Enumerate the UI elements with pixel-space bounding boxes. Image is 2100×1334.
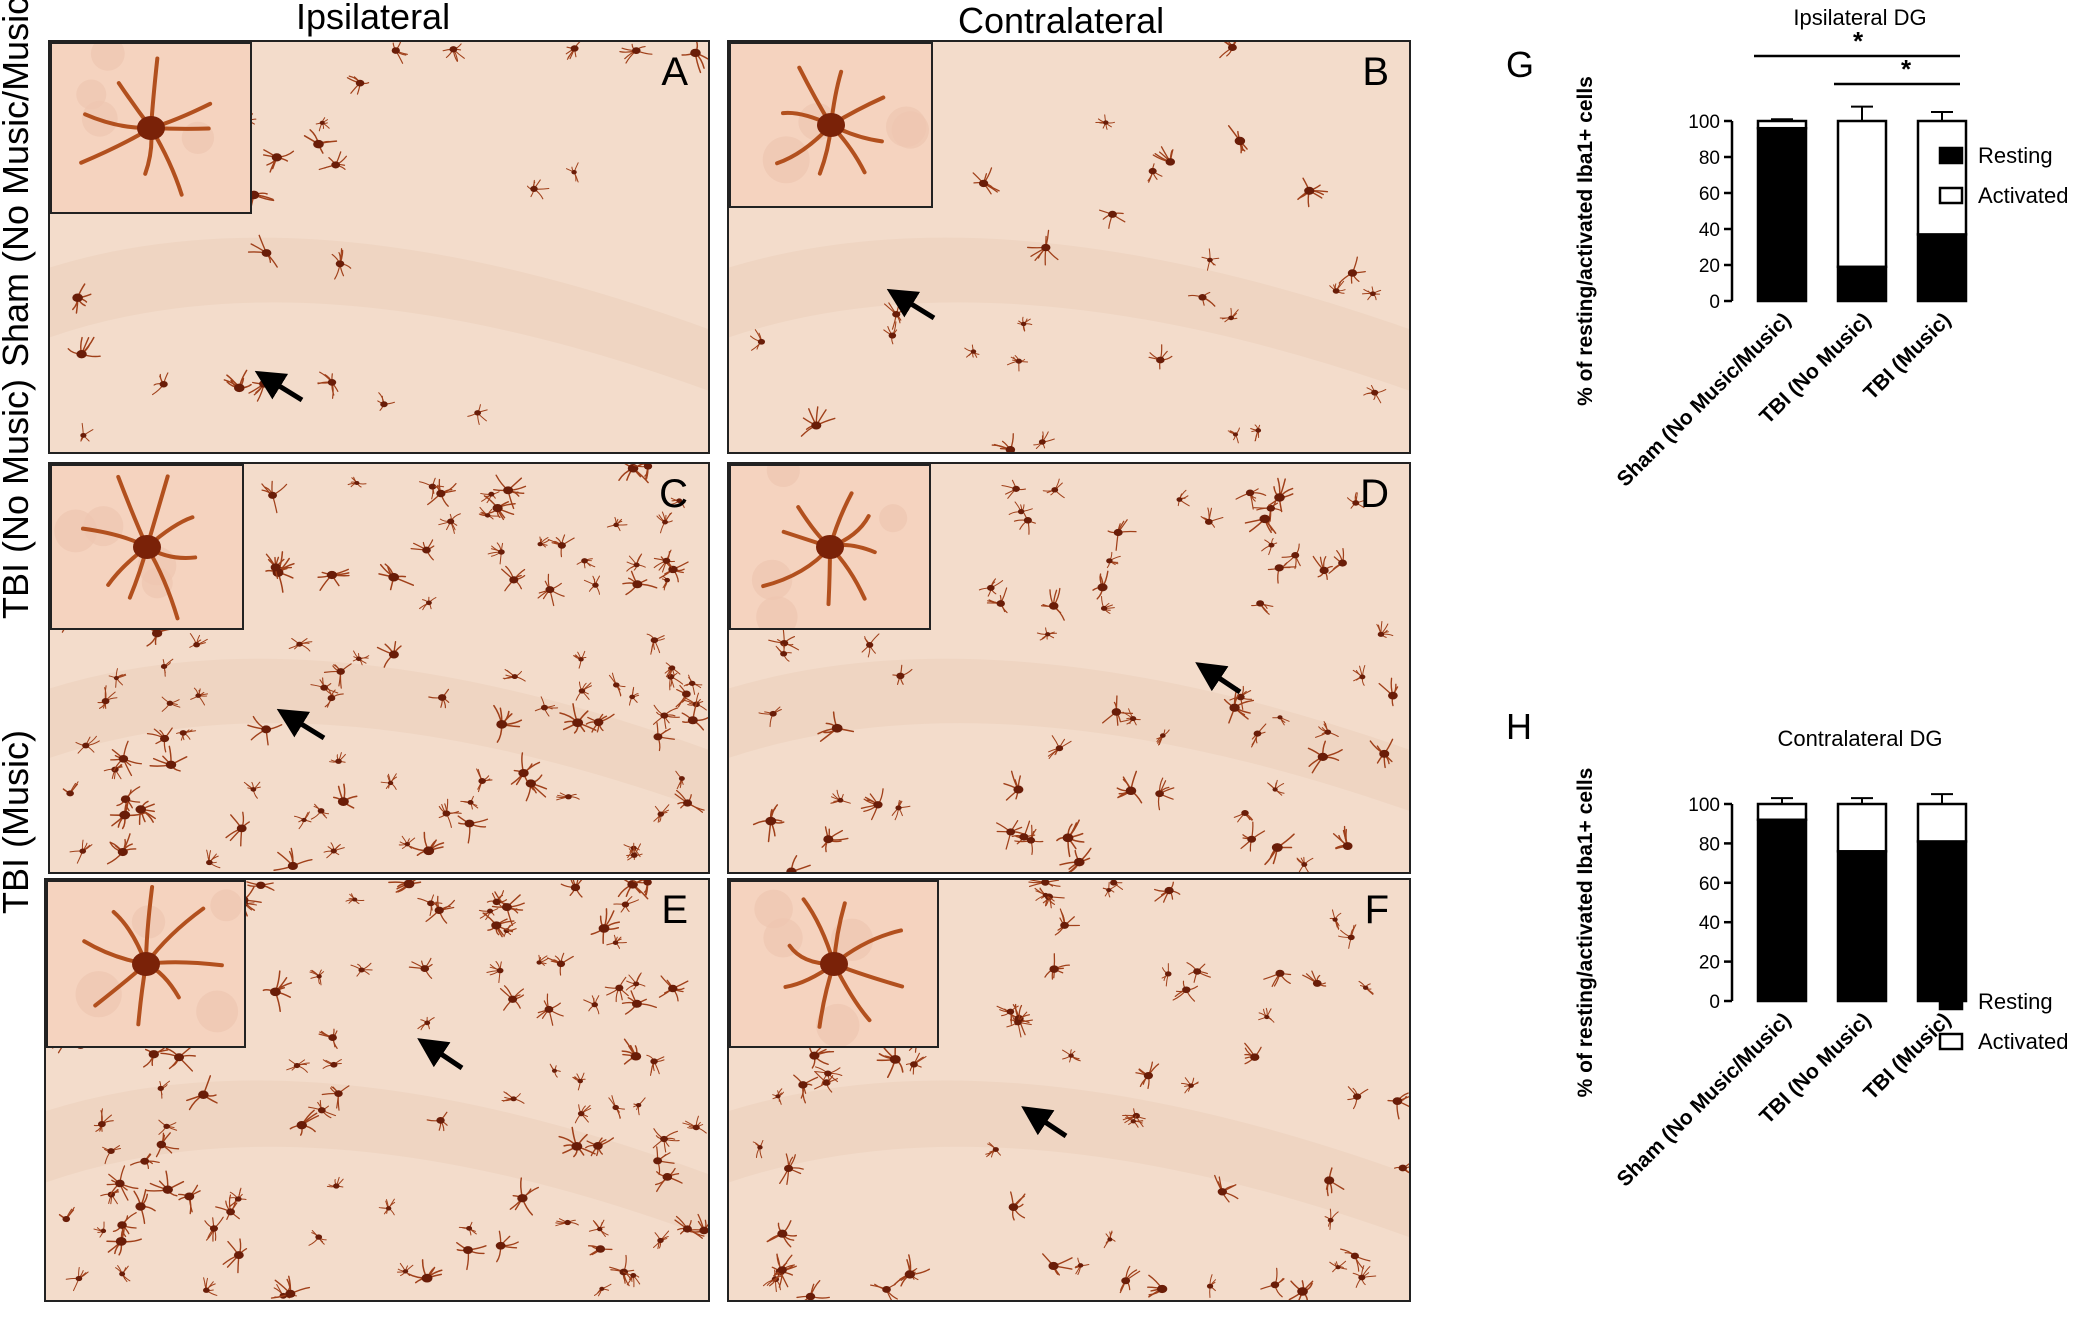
bar-activated-2 bbox=[1916, 119, 1968, 236]
y-tick-label: 60 bbox=[1699, 874, 1720, 895]
micrograph-panel-b: B bbox=[727, 40, 1411, 454]
bar-resting-1 bbox=[1836, 265, 1888, 303]
y-tick-label: 40 bbox=[1699, 220, 1720, 241]
y-tick-label: 40 bbox=[1699, 913, 1720, 934]
magnified-microglia-image bbox=[731, 466, 929, 628]
y-tick-label: 100 bbox=[1688, 795, 1720, 816]
y-tick-label: 100 bbox=[1688, 112, 1720, 133]
micrograph-panel-d: D bbox=[727, 462, 1411, 874]
bar-resting-0 bbox=[1756, 126, 1808, 303]
legend-swatch-resting bbox=[1938, 992, 1964, 1011]
y-tick-label: 20 bbox=[1699, 256, 1720, 277]
row-label-tbi-no-music: TBI (No Music) bbox=[0, 379, 36, 620]
panel-letter-f: F bbox=[1364, 888, 1389, 932]
micrograph-panel-a: A bbox=[48, 40, 710, 454]
bar-activated-0 bbox=[1756, 119, 1808, 130]
bar-activated-1 bbox=[1836, 802, 1888, 853]
legend-swatch-resting bbox=[1938, 146, 1964, 165]
y-axis-label: % of resting/activated Iba1+ cells bbox=[1574, 76, 1597, 406]
panel-letter-c: C bbox=[659, 472, 688, 516]
significance-label: * bbox=[1853, 26, 1864, 56]
legend-swatch-activated bbox=[1938, 1032, 1964, 1051]
cell-inset-image bbox=[729, 42, 933, 208]
y-tick-label: 80 bbox=[1699, 834, 1720, 855]
chart-title: Contralateral DG bbox=[1777, 726, 1942, 751]
bar-resting-2 bbox=[1916, 840, 1968, 1003]
significance-label: * bbox=[1901, 54, 1912, 84]
chart-title: Ipsilateral DG bbox=[1793, 5, 1926, 30]
panel-letter-a: A bbox=[661, 50, 688, 94]
cell-inset-image bbox=[50, 464, 244, 630]
chart-ipsilateral-dg: Ipsilateral DG 0 20 40 60 80 100 % of resting/a… bbox=[1574, 5, 2069, 491]
magnified-microglia-image bbox=[48, 882, 244, 1046]
legend-label-resting: Resting bbox=[1978, 143, 2053, 168]
panel-letter-d: D bbox=[1360, 472, 1389, 516]
micrograph-panel-f: F bbox=[727, 878, 1411, 1302]
y-tick-label: 60 bbox=[1699, 184, 1720, 205]
magnified-microglia-image bbox=[731, 44, 931, 206]
legend-swatch-activated bbox=[1938, 186, 1964, 205]
tissue-image bbox=[729, 880, 1409, 1300]
bar-resting-1 bbox=[1836, 850, 1888, 1003]
column-title-contralateral: Contralateral bbox=[958, 0, 1165, 41]
bar-activated-2 bbox=[1916, 802, 1968, 843]
chart-contralateral-dg: Contralateral DG 0 20 40 60 80 100 % of resting… bbox=[1574, 726, 2069, 1191]
column-title-ipsilateral: Ipsilateral bbox=[296, 0, 451, 37]
y-tick-label: 80 bbox=[1699, 148, 1720, 169]
y-axis-label: % of resting/activated Iba1+ cells bbox=[1574, 768, 1597, 1098]
y-tick-label: 0 bbox=[1709, 292, 1720, 313]
magnified-microglia-image bbox=[52, 44, 250, 212]
legend-label-resting: Resting bbox=[1978, 989, 2053, 1014]
micrograph-panel-c: C bbox=[48, 462, 710, 874]
bar-activated-0 bbox=[1756, 802, 1808, 822]
cell-inset-image bbox=[50, 42, 252, 214]
bar-resting-0 bbox=[1756, 818, 1808, 1003]
panel-letter-e: E bbox=[661, 888, 688, 932]
bar-resting-2 bbox=[1916, 233, 1968, 303]
cell-inset-image bbox=[46, 880, 246, 1048]
row-label-tbi-music: TBI (Music) bbox=[0, 730, 36, 914]
legend-label-activated: Activated bbox=[1978, 1029, 2069, 1054]
micrograph-panel-e: E bbox=[44, 878, 710, 1302]
panel-letter-h: H bbox=[1506, 706, 1532, 747]
magnified-microglia-image bbox=[52, 466, 242, 628]
y-tick-label: 0 bbox=[1709, 992, 1720, 1013]
y-tick-label: 20 bbox=[1699, 953, 1720, 974]
cell-inset-image bbox=[729, 464, 931, 630]
bar-activated-1 bbox=[1836, 119, 1888, 269]
panel-letter-b: B bbox=[1362, 50, 1389, 94]
row-label-sham: Sham (No Music/Music) bbox=[0, 0, 36, 367]
magnified-microglia-image bbox=[731, 882, 937, 1046]
panel-letter-g: G bbox=[1506, 44, 1535, 85]
legend-label-activated: Activated bbox=[1978, 183, 2069, 208]
cell-inset-image bbox=[729, 880, 939, 1048]
